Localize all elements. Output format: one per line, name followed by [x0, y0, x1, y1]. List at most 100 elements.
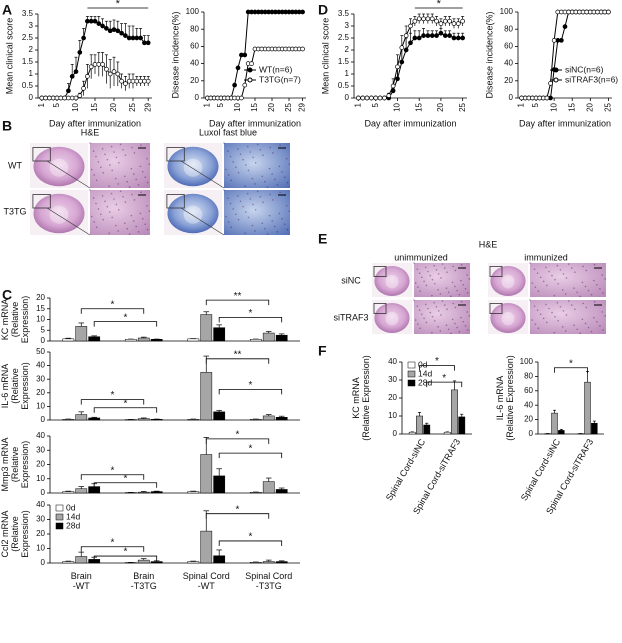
- cell: [252, 203, 254, 206]
- cell: [271, 220, 273, 222]
- legend-label: 14d: [66, 511, 80, 521]
- panel-label: B: [2, 118, 12, 134]
- legend-label: siNC(n=6): [565, 64, 604, 74]
- point: [460, 18, 466, 24]
- significance-bracket: [218, 389, 283, 395]
- point: [355, 95, 361, 101]
- cell: [435, 269, 438, 271]
- cell: [464, 325, 467, 327]
- y-tick-label: 100: [520, 357, 534, 366]
- y-tick-label: 20: [36, 460, 45, 469]
- point: [130, 35, 136, 41]
- y-tick-label: 40: [388, 357, 397, 366]
- cell: [557, 282, 559, 285]
- y-axis-label: Mmp3 mRNA(RelativeExpression): [0, 437, 30, 491]
- cell: [462, 283, 465, 286]
- point: [416, 35, 422, 41]
- cell: [92, 197, 95, 199]
- cell: [244, 211, 247, 213]
- cell: [247, 216, 250, 219]
- x-tick-label: 20: [109, 102, 118, 111]
- cell: [414, 319, 417, 321]
- cell: [133, 173, 135, 175]
- point: [399, 59, 405, 65]
- cell: [537, 290, 540, 293]
- tissue-section: [183, 205, 203, 224]
- y-tick-label: 2.5: [22, 33, 34, 42]
- y-tick-label: 10: [36, 315, 45, 324]
- bar: [200, 314, 213, 342]
- cell: [144, 176, 146, 178]
- cell: [539, 276, 542, 279]
- cell: [119, 143, 122, 146]
- cell: [529, 262, 531, 264]
- cell: [545, 303, 547, 306]
- cell: [108, 232, 110, 234]
- bar: [124, 339, 137, 342]
- tissue-section: [385, 274, 399, 289]
- cell: [227, 197, 229, 199]
- cell: [556, 301, 559, 304]
- y-tick-label: 1: [29, 69, 34, 78]
- cell: [531, 282, 534, 284]
- bar: [187, 491, 200, 494]
- bar: [187, 561, 200, 564]
- significance-label: *: [236, 504, 240, 515]
- x-tick-label: 5: [216, 102, 225, 107]
- histology-image: [530, 300, 606, 334]
- cell: [249, 151, 252, 153]
- cell: [466, 311, 469, 313]
- bar: [137, 418, 150, 421]
- bar: [88, 336, 101, 342]
- cell: [416, 305, 419, 307]
- point: [377, 95, 383, 101]
- cell: [239, 200, 242, 203]
- y-tick-label: 0: [195, 93, 200, 102]
- point: [438, 30, 444, 36]
- cell: [146, 204, 148, 207]
- x-tick-label: 10: [233, 102, 242, 111]
- cell: [251, 177, 254, 180]
- significance-label: *: [111, 465, 115, 476]
- cell: [458, 330, 461, 333]
- cell: [574, 308, 576, 310]
- cell: [254, 209, 257, 211]
- x-tick-label: 25: [284, 102, 293, 111]
- cell: [534, 323, 537, 325]
- cell: [440, 314, 442, 316]
- bar: [408, 431, 416, 435]
- cell: [269, 146, 272, 149]
- histology-image: [414, 263, 470, 297]
- point: [300, 46, 305, 52]
- zoom-connector: [46, 207, 91, 236]
- cell: [249, 198, 252, 200]
- cell: [553, 294, 556, 297]
- cell: [128, 186, 131, 188]
- cell: [542, 317, 545, 320]
- cell: [133, 152, 136, 154]
- bar: [137, 337, 150, 342]
- bar: [262, 332, 275, 342]
- y-tick-label: 80: [504, 24, 513, 33]
- cell: [573, 324, 575, 326]
- column-label: immunized: [524, 252, 568, 262]
- cell: [122, 148, 124, 151]
- cell: [106, 158, 109, 161]
- cell: [433, 282, 436, 285]
- significance-bracket: [554, 367, 588, 373]
- cell: [444, 304, 446, 306]
- cell: [237, 171, 240, 174]
- bar: [150, 339, 163, 342]
- x-tick-label: Spinal Cord -T3TG: [245, 571, 292, 591]
- cell: [135, 178, 137, 181]
- legend-swatch: [55, 504, 64, 512]
- cell: [109, 211, 111, 213]
- cell: [599, 288, 601, 290]
- bar: [416, 415, 423, 435]
- cell: [230, 226, 233, 229]
- cell: [456, 326, 458, 329]
- cell: [91, 215, 93, 218]
- cell: [235, 166, 237, 169]
- column-label: H&E: [81, 127, 100, 137]
- point: [145, 40, 151, 46]
